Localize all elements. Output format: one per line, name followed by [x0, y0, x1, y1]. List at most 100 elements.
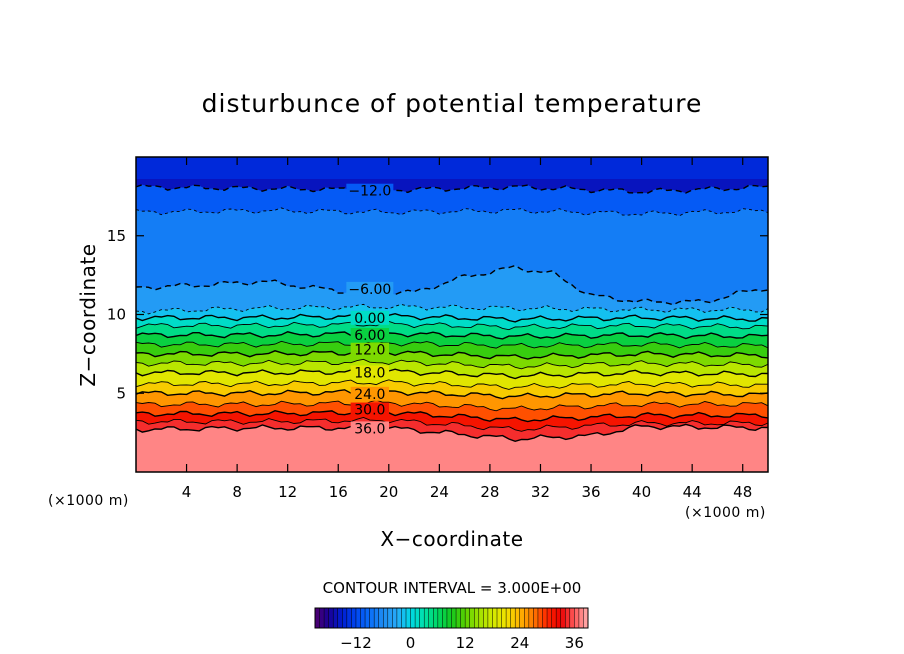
contour-line: [135, 379, 768, 390]
colorbar-swatch: [342, 608, 348, 628]
colorbar-swatch: [474, 608, 480, 628]
contour-label: −12.0: [348, 184, 391, 200]
colorbar-swatch: [551, 608, 557, 628]
x-tick-label: 12: [278, 483, 297, 501]
x-axis-label: X−coordinate: [380, 527, 523, 551]
contour-line: [135, 312, 769, 323]
x-tick-label: 32: [531, 483, 550, 501]
contour-line: [135, 348, 769, 360]
contour-line: [135, 399, 769, 412]
colorbar-swatch: [315, 608, 320, 628]
x-tick-label: 16: [329, 483, 348, 501]
color-fill-bands: [136, 157, 768, 472]
y-unit-label: (×1000 m): [48, 493, 129, 509]
contour-line: [135, 320, 769, 331]
contour-line: [135, 339, 769, 349]
colorbar-swatch: [537, 608, 543, 628]
y-tick-label: 15: [107, 227, 126, 245]
contour-line: [135, 358, 769, 370]
colorbar-tick-label: 36: [565, 634, 584, 652]
x-tick-label: 20: [379, 483, 398, 501]
colorbar-swatch: [519, 608, 525, 628]
colorbar-swatch: [497, 608, 502, 628]
colorbar-swatch: [524, 608, 530, 628]
contour-label: 6.00: [354, 328, 385, 344]
x-tick-label: 44: [683, 483, 702, 501]
contour-label-bg: [350, 421, 390, 436]
colorbar-swatch: [487, 608, 493, 628]
colorbar-swatch: [560, 608, 566, 628]
colorbar-swatch: [324, 608, 329, 628]
colorbar-swatch: [556, 608, 561, 628]
fill-band: [136, 424, 768, 472]
colorbar-swatch: [428, 608, 434, 628]
colorbar-swatch: [569, 608, 575, 628]
colorbar-swatch: [456, 608, 461, 628]
colorbar-swatch: [510, 608, 516, 628]
x-tick-label: 24: [430, 483, 449, 501]
colorbar: −12 0 12 24 36: [314, 607, 589, 652]
colorbar-swatch: [433, 608, 439, 628]
y-tick-label: 5: [116, 384, 126, 402]
contour-line: [135, 207, 769, 217]
contour-label: 30.0: [354, 403, 385, 419]
colorbar-swatch: [574, 608, 580, 628]
contour-label-bg: [350, 402, 390, 417]
contour-label-bg: [346, 281, 394, 296]
colorbar-swatch: [396, 608, 402, 628]
colorbar-swatch: [533, 608, 539, 628]
y-tick-label: 10: [107, 306, 126, 324]
x-tick-label: 40: [632, 483, 651, 501]
colorbar-swatch: [437, 608, 443, 628]
colorbar-swatch: [374, 608, 379, 628]
colorbar-swatch: [419, 608, 425, 628]
colorbar-swatch: [460, 608, 466, 628]
colorbar-swatch: [319, 608, 325, 628]
contour-label: 24.0: [354, 387, 385, 403]
colorbar-swatch: [492, 608, 498, 628]
contour-label-bg: [350, 328, 390, 343]
colorbar-swatch: [547, 608, 552, 628]
contour-line: [135, 423, 769, 443]
contour-label-bg: [350, 386, 390, 401]
colorbar-swatch: [565, 608, 571, 628]
colorbar-swatch: [583, 608, 589, 628]
colorbar-swatch: [328, 608, 334, 628]
x-tick-label: 28: [480, 483, 499, 501]
x-unit-label: (×1000 m): [685, 505, 766, 521]
colorbar-swatch: [542, 608, 548, 628]
x-tick-label: 36: [581, 483, 600, 501]
x-tick-label: 48: [733, 483, 752, 501]
colorbar-frame: [314, 607, 589, 629]
colorbar-swatch: [410, 608, 416, 628]
colorbar-swatch: [401, 608, 407, 628]
colorbar-swatch: [365, 608, 370, 628]
contour-line: [135, 408, 769, 423]
colorbar-swatch: [360, 608, 366, 628]
colorbar-swatch: [351, 608, 357, 628]
contour-line: [135, 388, 769, 400]
colorbar-swatch: [465, 608, 470, 628]
y-axis-label: Z−coordinate: [76, 243, 100, 386]
chart-title: disturbunce of potential temperature: [202, 89, 703, 118]
colorbar-swatch: [506, 608, 511, 628]
colorbar-swatch: [378, 608, 384, 628]
contour-line: [135, 329, 769, 340]
contour-line: [135, 417, 769, 432]
contour-lines: [135, 183, 769, 443]
colorbar-tick-label: 12: [456, 634, 475, 652]
colorbar-swatch: [451, 608, 457, 628]
x-tick-label: 8: [232, 483, 242, 501]
contour-label-bg: [350, 342, 390, 357]
contour-line: [135, 303, 769, 315]
colorbar-tick-label: −12: [340, 634, 372, 652]
colorbar-swatch: [337, 608, 343, 628]
colorbar-swatch: [469, 608, 475, 628]
colorbar-tick-label: 24: [510, 634, 529, 652]
colorbar-swatch: [392, 608, 398, 628]
colorbar-swatch: [515, 608, 521, 628]
